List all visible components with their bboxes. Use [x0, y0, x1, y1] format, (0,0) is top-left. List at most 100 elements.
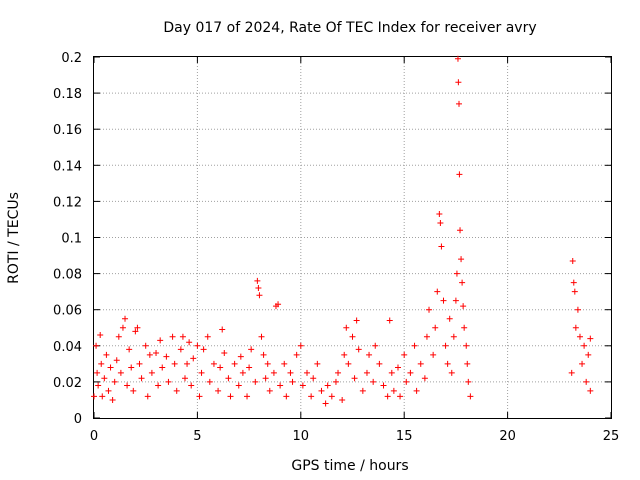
data-point: [384, 393, 391, 400]
data-point: [171, 360, 178, 367]
data-point: [94, 369, 101, 376]
data-point: [359, 387, 366, 394]
grid: [94, 57, 611, 418]
data-point: [432, 324, 439, 331]
data-point: [459, 279, 466, 286]
data-point: [293, 351, 300, 358]
data-point: [355, 346, 362, 353]
data-point: [210, 360, 217, 367]
y-tick-label: 0.16: [53, 123, 82, 138]
data-point: [206, 378, 213, 385]
data-point: [572, 324, 579, 331]
data-point: [95, 382, 102, 389]
data-point: [372, 342, 379, 349]
data-point: [256, 292, 263, 299]
data-point: [270, 369, 277, 376]
data-point: [426, 306, 433, 313]
data-point: [99, 393, 106, 400]
data-point: [403, 378, 410, 385]
y-tick-label: 0.04: [53, 340, 82, 355]
data-point: [136, 360, 143, 367]
data-point: [122, 315, 129, 322]
data-point: [318, 387, 325, 394]
data-point: [438, 243, 445, 250]
data-point: [464, 360, 471, 367]
data-point: [452, 297, 459, 304]
data-point: [442, 342, 449, 349]
data-point: [255, 285, 262, 292]
data-point: [237, 353, 244, 360]
data-point: [169, 333, 176, 340]
data-point: [570, 279, 577, 286]
data-point: [583, 378, 590, 385]
x-tick-label: 0: [90, 429, 98, 444]
data-point: [93, 342, 100, 349]
data-point: [328, 393, 335, 400]
data-point: [181, 375, 188, 382]
data-point: [190, 355, 197, 362]
y-tick-label: 0.08: [53, 268, 82, 283]
data-point: [448, 369, 455, 376]
data-point: [248, 346, 255, 353]
data-point: [314, 360, 321, 367]
data-point: [239, 369, 246, 376]
x-tick-label: 10: [293, 429, 310, 444]
data-point: [297, 342, 304, 349]
data-point: [186, 339, 193, 346]
data-point: [155, 382, 162, 389]
data-point: [217, 364, 224, 371]
data-point: [370, 378, 377, 385]
data-point: [585, 351, 592, 358]
data-point: [324, 382, 331, 389]
data-point: [457, 227, 464, 234]
data-point: [386, 317, 393, 324]
data-point: [581, 342, 588, 349]
data-point: [101, 375, 108, 382]
data-point: [397, 393, 404, 400]
data-point: [260, 351, 267, 358]
data-point: [246, 364, 253, 371]
data-point: [390, 387, 397, 394]
y-tick-label: 0.14: [53, 159, 82, 174]
data-point: [198, 369, 205, 376]
data-point: [446, 315, 453, 322]
data-point: [461, 324, 468, 331]
data-point: [163, 353, 170, 360]
data-point: [310, 375, 317, 382]
data-point: [463, 342, 470, 349]
data-point: [299, 382, 306, 389]
data-point: [587, 335, 594, 342]
data-point: [231, 360, 238, 367]
y-axis-label: ROTI / TECUs: [6, 192, 22, 284]
data-point: [380, 382, 387, 389]
data-point: [574, 306, 581, 313]
data-point: [341, 351, 348, 358]
data-point: [142, 342, 149, 349]
data-point: [308, 393, 315, 400]
x-axis-label: GPS time / hours: [291, 458, 408, 474]
data-point: [124, 382, 131, 389]
data-point: [456, 171, 463, 178]
data-point: [579, 360, 586, 367]
data-point: [126, 346, 133, 353]
data-point: [117, 369, 124, 376]
data-point: [339, 396, 346, 403]
data-point: [130, 387, 137, 394]
data-point: [353, 317, 360, 324]
data-point: [430, 351, 437, 358]
data-point: [111, 378, 118, 385]
data-point: [436, 211, 443, 218]
x-tick-label: 5: [193, 429, 201, 444]
data-point: [98, 360, 105, 367]
data-point: [277, 382, 284, 389]
data-point: [258, 333, 265, 340]
x-tick-label: 25: [603, 429, 620, 444]
data-point: [179, 333, 186, 340]
data-point: [332, 378, 339, 385]
data-point: [576, 333, 583, 340]
data-point: [456, 100, 463, 107]
y-tick-label: 0.1: [61, 232, 82, 247]
data-point: [304, 369, 311, 376]
chart-title: Day 017 of 2024, Rate Of TEC Index for r…: [163, 20, 536, 36]
data-point: [194, 342, 201, 349]
